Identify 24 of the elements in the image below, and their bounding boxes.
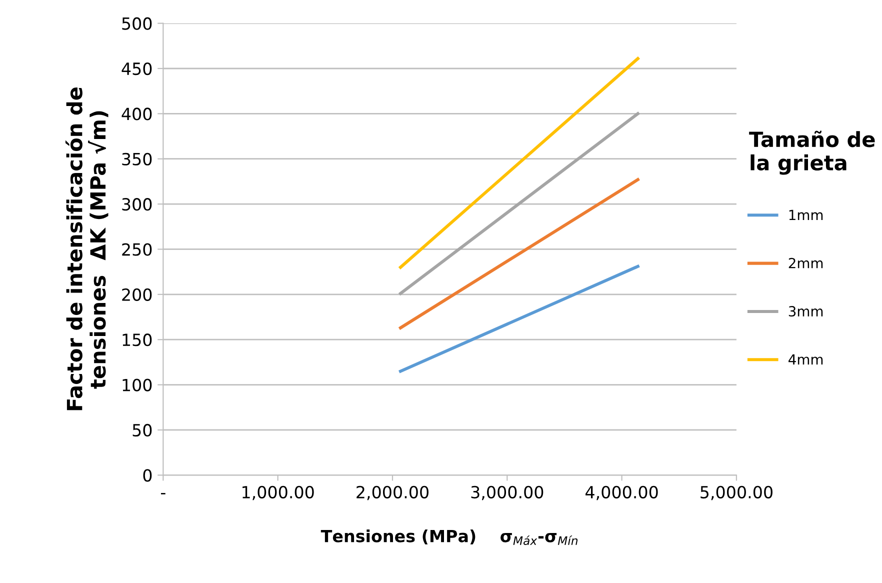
legend-label: 1mm <box>789 210 823 220</box>
x-tick-label: 1,000.00 <box>242 486 314 500</box>
y-tick-label: 200 <box>122 288 152 301</box>
legend-label: 2mm <box>788 258 823 268</box>
y-tick-label: 50 <box>132 424 152 437</box>
x-tick-label: 5,000.00 <box>700 486 772 500</box>
y-tick-label: 0 <box>143 469 152 482</box>
x-tick-label: - <box>160 492 166 494</box>
y-axis-title: Factor de intensificación de tensiones ΔK (MPa √m) <box>65 87 108 410</box>
y-tick-label: 450 <box>122 62 152 76</box>
legend-title: Tamaño de la grieta <box>749 130 875 175</box>
y-tick-label: 500 <box>122 17 152 30</box>
x-tick-label: 3,000.00 <box>471 486 544 500</box>
legend-label: 4mm <box>788 354 823 364</box>
y-tick-label: 350 <box>122 152 152 166</box>
y-tick-label: 150 <box>122 334 152 346</box>
x-axis-title: Tensiones (MPa) σ$_{Máx}$-σ$_{Mín}$ <box>320 529 578 546</box>
x-tick-label: 4,000.00 <box>586 486 658 500</box>
y-tick-label: 100 <box>122 378 152 392</box>
legend-label: 3mm <box>788 306 823 317</box>
y-tick-label: 400 <box>122 108 152 120</box>
x-tick-label: 2,000.00 <box>356 486 428 500</box>
y-tick-label: 250 <box>122 243 152 256</box>
y-tick-label: 300 <box>122 198 152 211</box>
